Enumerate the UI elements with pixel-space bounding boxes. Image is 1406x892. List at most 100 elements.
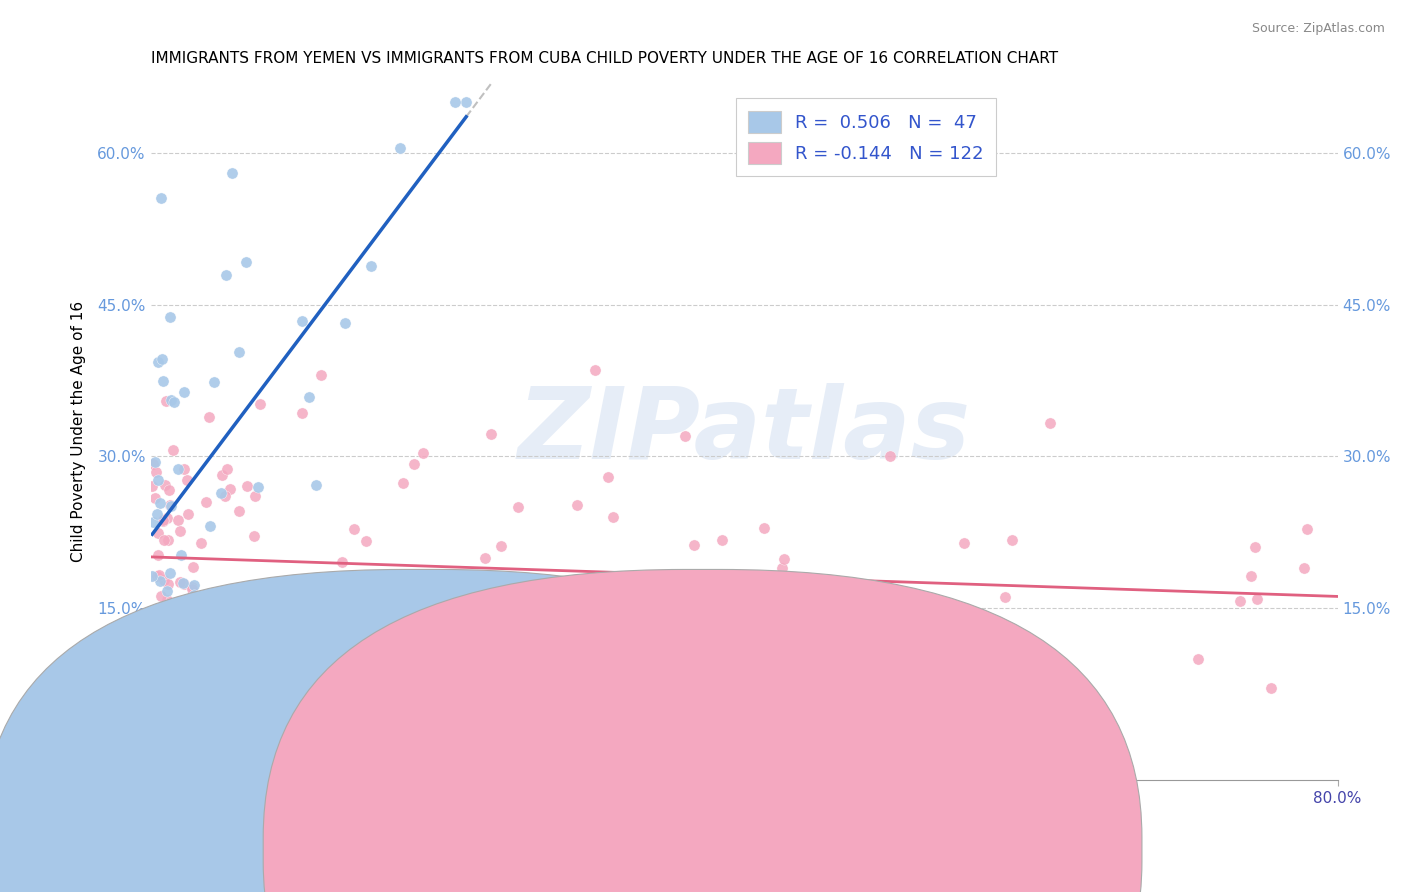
Point bbox=[167, 461, 190, 475]
Point bbox=[214, 644, 236, 658]
Point bbox=[190, 536, 212, 550]
Point bbox=[243, 684, 266, 698]
Point bbox=[246, 480, 269, 494]
Point bbox=[211, 467, 233, 482]
Point bbox=[145, 642, 167, 657]
Point bbox=[170, 548, 193, 562]
Point bbox=[143, 626, 166, 640]
Point bbox=[1088, 741, 1111, 756]
Point bbox=[153, 599, 176, 613]
Point bbox=[994, 590, 1017, 604]
Point bbox=[173, 577, 195, 591]
Point bbox=[152, 374, 174, 388]
Point bbox=[682, 538, 704, 552]
Point bbox=[429, 687, 451, 701]
Point bbox=[152, 513, 174, 527]
Point bbox=[156, 577, 179, 591]
Point bbox=[343, 521, 366, 535]
Point bbox=[391, 475, 413, 490]
Point bbox=[142, 515, 165, 529]
Point bbox=[1292, 561, 1315, 575]
Point bbox=[173, 753, 195, 767]
Point bbox=[153, 711, 176, 725]
Point bbox=[231, 722, 253, 736]
Point bbox=[953, 536, 976, 550]
Point bbox=[142, 457, 165, 471]
Point bbox=[146, 473, 169, 487]
Point bbox=[412, 446, 434, 460]
Point bbox=[218, 482, 240, 496]
Point bbox=[166, 513, 188, 527]
Point bbox=[194, 597, 217, 611]
Point bbox=[163, 608, 186, 623]
Point bbox=[152, 619, 174, 633]
Point bbox=[181, 560, 204, 574]
Point bbox=[149, 496, 172, 510]
Point bbox=[148, 567, 170, 582]
Point bbox=[153, 662, 176, 676]
Point bbox=[153, 619, 176, 633]
Point bbox=[243, 529, 266, 543]
Point bbox=[201, 604, 224, 618]
Text: ZIPatlas: ZIPatlas bbox=[517, 383, 970, 480]
Point bbox=[194, 495, 217, 509]
Point bbox=[505, 570, 527, 584]
Point bbox=[242, 598, 264, 612]
Point bbox=[198, 519, 221, 533]
Point bbox=[706, 712, 728, 726]
Text: Source: ZipAtlas.com: Source: ZipAtlas.com bbox=[1251, 22, 1385, 36]
Point bbox=[1229, 594, 1251, 608]
Point bbox=[155, 478, 177, 492]
Point bbox=[662, 608, 685, 623]
Point bbox=[159, 498, 181, 512]
Point bbox=[458, 670, 481, 684]
Point bbox=[217, 462, 239, 476]
Legend: R =  0.506   N =  47, R = -0.144   N = 122: R = 0.506 N = 47, R = -0.144 N = 122 bbox=[735, 98, 997, 177]
Point bbox=[389, 141, 412, 155]
Point bbox=[169, 524, 191, 538]
Point bbox=[177, 507, 200, 521]
Point bbox=[824, 593, 846, 607]
Point bbox=[169, 575, 191, 590]
Point bbox=[499, 648, 522, 663]
Point bbox=[145, 569, 167, 583]
Point bbox=[141, 479, 163, 493]
Point bbox=[221, 166, 243, 180]
Point bbox=[155, 753, 177, 767]
Point bbox=[145, 508, 167, 522]
Point bbox=[146, 525, 169, 540]
Point bbox=[456, 95, 478, 110]
Point bbox=[557, 710, 579, 724]
Point bbox=[224, 669, 246, 683]
Point bbox=[269, 622, 291, 636]
Point bbox=[143, 719, 166, 733]
Point bbox=[183, 577, 205, 591]
Point bbox=[228, 503, 250, 517]
Point bbox=[471, 582, 494, 596]
Point bbox=[479, 427, 502, 442]
Point bbox=[149, 574, 172, 588]
Point bbox=[256, 666, 278, 681]
Point bbox=[228, 344, 250, 359]
Point bbox=[152, 632, 174, 647]
Point bbox=[773, 552, 796, 566]
Point bbox=[198, 410, 221, 425]
Point bbox=[155, 393, 177, 408]
Y-axis label: Child Poverty Under the Age of 16: Child Poverty Under the Age of 16 bbox=[72, 301, 86, 562]
Point bbox=[443, 704, 465, 718]
Point bbox=[711, 533, 734, 548]
Text: Immigrants from Cuba: Immigrants from Cuba bbox=[731, 840, 904, 855]
Point bbox=[156, 583, 179, 598]
Point bbox=[153, 533, 176, 548]
Point bbox=[172, 576, 194, 591]
Point bbox=[159, 310, 181, 324]
Point bbox=[440, 641, 463, 656]
Point bbox=[159, 499, 181, 513]
Point bbox=[491, 539, 513, 553]
Point bbox=[1240, 569, 1263, 583]
Point bbox=[183, 657, 205, 672]
Point bbox=[141, 569, 163, 583]
Point bbox=[291, 314, 314, 328]
Point bbox=[673, 429, 696, 443]
Point bbox=[354, 533, 377, 548]
